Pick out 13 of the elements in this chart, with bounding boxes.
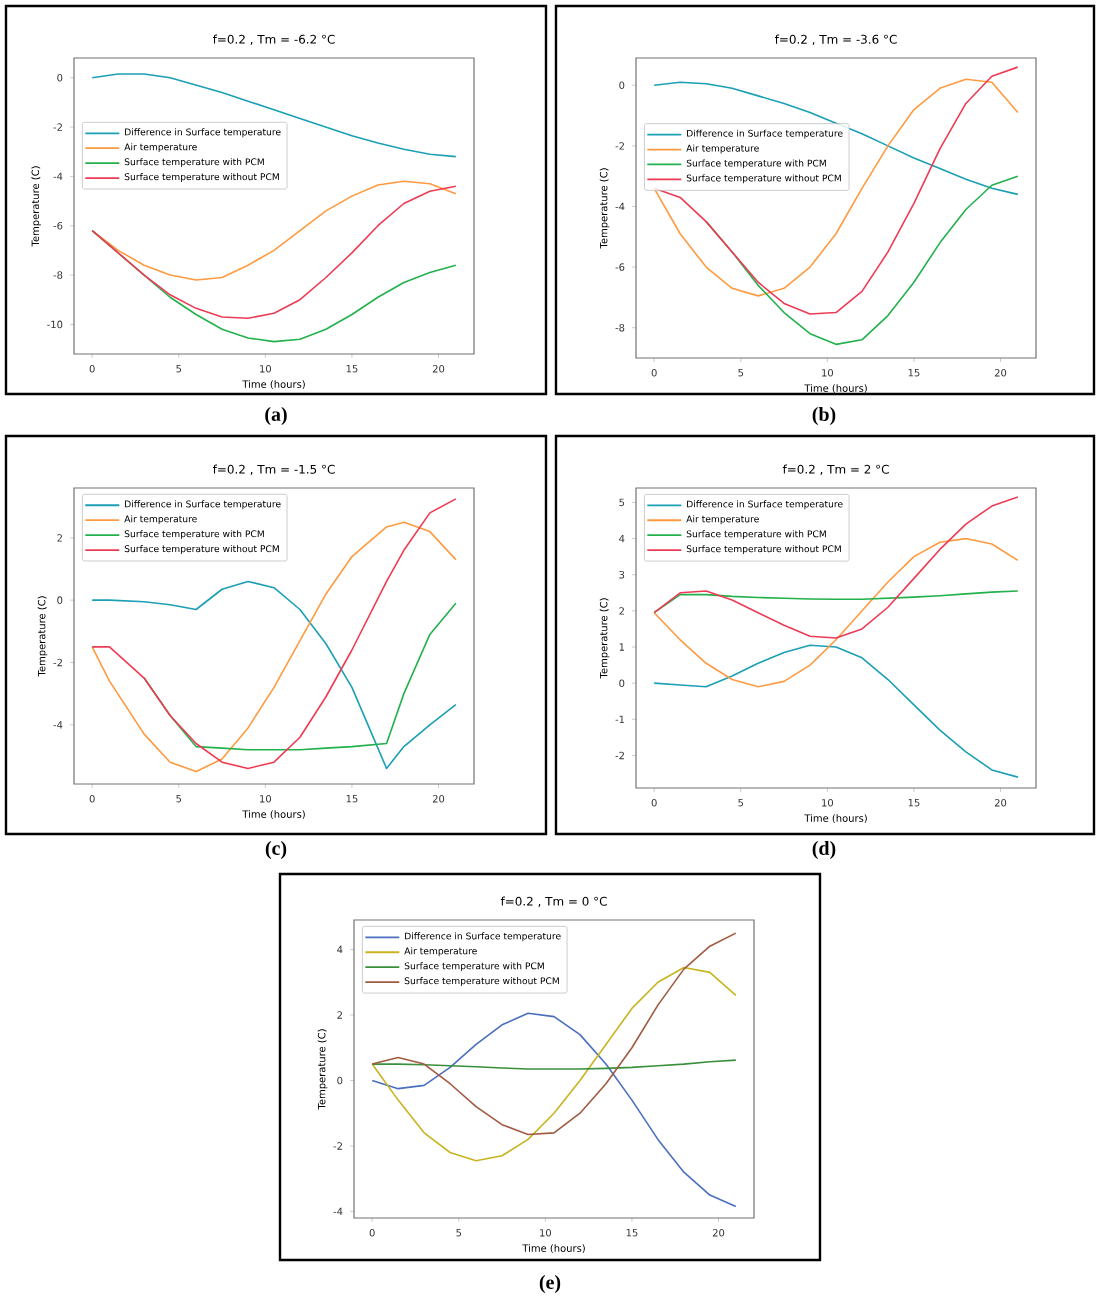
text: (e) <box>539 1274 561 1294</box>
line-series <box>653 644 1019 778</box>
text: (b) <box>812 406 836 426</box>
line-series <box>371 932 737 1136</box>
line-series <box>91 180 457 281</box>
line-series <box>653 81 1019 196</box>
text: (a) <box>265 406 287 426</box>
line-series <box>653 496 1019 639</box>
line-series <box>371 966 737 1162</box>
text: (d) <box>812 840 836 860</box>
line-series <box>91 580 457 770</box>
text: (c) <box>265 840 287 860</box>
line-series <box>371 1012 737 1208</box>
